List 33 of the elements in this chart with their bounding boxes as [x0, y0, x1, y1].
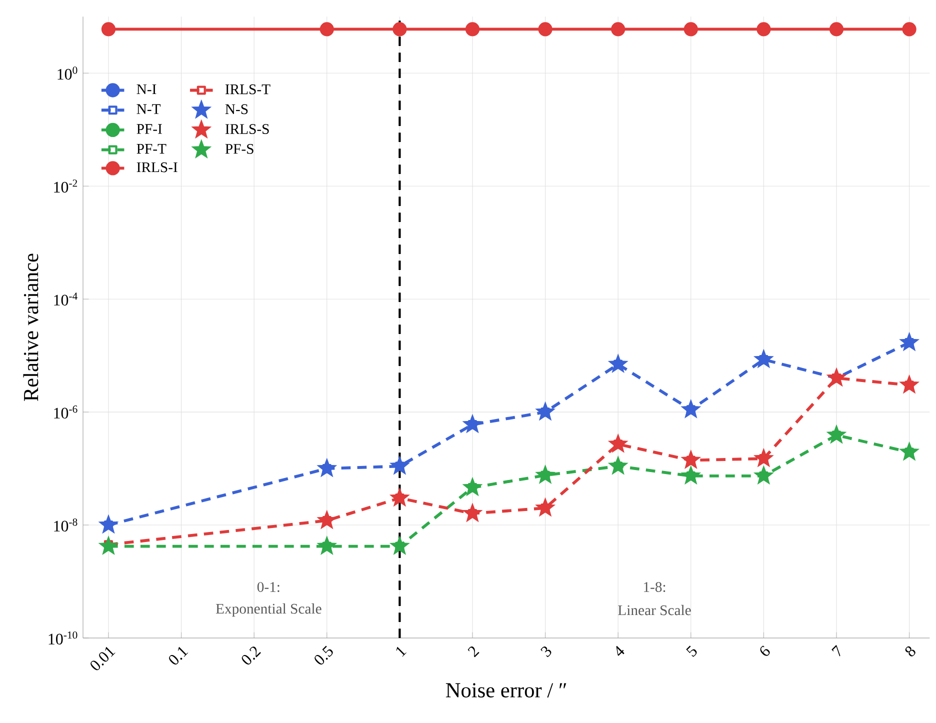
y-axis-title: Relative variance	[23, 254, 38, 402]
x-tick-label: 0.1	[169, 646, 188, 665]
x-tick-label: 0.01	[90, 646, 116, 670]
legend-label: PF-I	[136, 124, 162, 134]
annotation: Exponential Scale	[216, 603, 322, 617]
legend-label: PF-S	[225, 144, 254, 154]
x-axis-title: Noise error / ″	[446, 683, 566, 698]
x-tick-label: 0.5	[314, 646, 333, 665]
x-tick-label: 5	[686, 646, 697, 657]
annotation: Linear Scale	[618, 604, 691, 616]
x-tick-label: 8	[905, 646, 916, 656]
y-tick-label: 10$^{-2}$	[54, 180, 78, 193]
annotation: 0-1:	[257, 582, 280, 592]
legend-label: IRLS-T	[225, 84, 270, 94]
x-tick-label: 4	[616, 646, 624, 656]
legend-label: N-T	[136, 104, 161, 114]
legend-label: N-I	[136, 84, 156, 94]
x-tick-label: 1	[396, 646, 406, 657]
x-tick-label: 0.2	[242, 646, 261, 665]
x-tick-label: 6	[760, 646, 770, 656]
y-tick-label: 10$^{-4}$	[54, 292, 78, 306]
x-tick-label: 3	[540, 646, 552, 658]
y-tick-label: 10$^{-8}$	[54, 518, 78, 532]
legend-label: N-S	[225, 104, 248, 114]
y-tick-label: 10$^{-10}$	[48, 631, 78, 645]
legend-label: IRLS-I	[136, 162, 178, 172]
y-tick-label: 10$^{-6}$	[54, 406, 78, 419]
x-tick-label: 7	[832, 644, 840, 656]
annotation: 1-8:	[644, 582, 666, 592]
legend-label: IRLS-S	[225, 124, 269, 134]
y-tick-label: 10$^{0}$	[58, 66, 78, 80]
x-tick-label: 2	[468, 646, 480, 658]
legend-label: PF-T	[136, 144, 166, 154]
